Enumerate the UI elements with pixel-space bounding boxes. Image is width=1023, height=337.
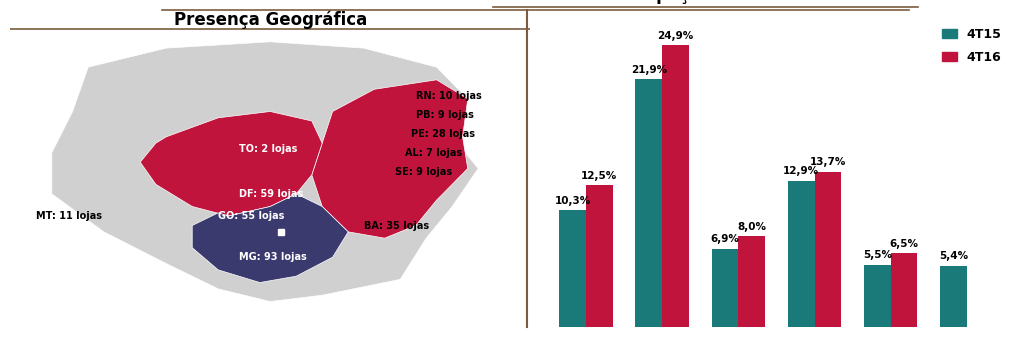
Text: 12,5%: 12,5%: [581, 171, 617, 181]
Text: Presença Geográfica: Presença Geográfica: [174, 10, 367, 29]
Text: GO: 55 lojas: GO: 55 lojas: [218, 211, 284, 221]
Bar: [864, 265, 891, 327]
Bar: [662, 45, 688, 327]
Text: 24,9%: 24,9%: [658, 31, 694, 41]
Text: 21,9%: 21,9%: [630, 65, 667, 74]
Text: SE: 9 lojas: SE: 9 lojas: [395, 167, 452, 177]
Text: BA: 35 lojas: BA: 35 lojas: [364, 220, 429, 231]
Text: DF: 59 lojas: DF: 59 lojas: [239, 189, 303, 199]
Bar: [788, 181, 814, 327]
Text: 6,9%: 6,9%: [711, 234, 740, 244]
Text: 13,7%: 13,7%: [810, 157, 846, 167]
Text: 5,4%: 5,4%: [939, 251, 968, 261]
Polygon shape: [312, 80, 468, 238]
Text: PB: 9 lojas: PB: 9 lojas: [415, 110, 474, 120]
Bar: [940, 266, 967, 327]
Bar: [635, 79, 662, 327]
Bar: [712, 249, 739, 327]
Text: 12,9%: 12,9%: [784, 166, 819, 177]
Text: 8,0%: 8,0%: [738, 222, 766, 232]
Polygon shape: [192, 194, 348, 282]
Text: Participação de Mercado**: Participação de Mercado**: [595, 0, 844, 4]
Bar: [586, 185, 613, 327]
Text: RN: 10 lojas: RN: 10 lojas: [415, 91, 482, 101]
Polygon shape: [52, 42, 478, 302]
Text: MT: 11 lojas: MT: 11 lojas: [36, 211, 102, 221]
Text: 6,5%: 6,5%: [890, 239, 919, 249]
Text: MG: 93 lojas: MG: 93 lojas: [239, 252, 307, 262]
Text: 5,5%: 5,5%: [863, 250, 892, 260]
Text: AL: 7 lojas: AL: 7 lojas: [405, 148, 462, 158]
Text: 10,3%: 10,3%: [554, 196, 590, 206]
Text: PE: 28 lojas: PE: 28 lojas: [410, 129, 475, 139]
Legend: 4T15, 4T16: 4T15, 4T16: [937, 23, 1007, 69]
Polygon shape: [140, 112, 322, 216]
Bar: [814, 172, 841, 327]
Bar: [891, 253, 918, 327]
Bar: [739, 236, 765, 327]
Bar: [560, 210, 586, 327]
Text: TO: 2 lojas: TO: 2 lojas: [239, 145, 298, 154]
